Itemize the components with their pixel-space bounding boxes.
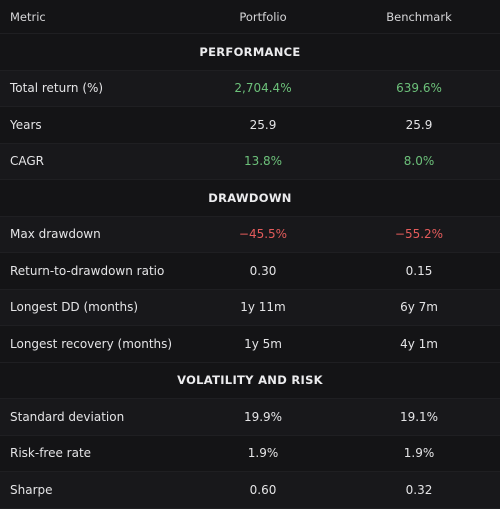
benchmark-value: 6y 7m <box>400 300 438 315</box>
row-label: Max drawdown <box>10 227 101 242</box>
portfolio-value: 13.8% <box>243 154 283 169</box>
section-title: VOLATILITY AND RISK <box>0 363 500 399</box>
benchmark-value: 8.0% <box>403 154 435 169</box>
table-row: Return-to-drawdown ratio 0.30 0.15 <box>0 253 500 290</box>
row-label: Total return (%) <box>10 81 104 96</box>
table-row: Sharpe 0.60 0.32 <box>0 472 500 509</box>
portfolio-value: 25.9 <box>249 117 277 132</box>
header-portfolio: Portfolio <box>239 9 287 24</box>
table-header: Metric Portfolio Benchmark <box>0 0 500 34</box>
row-label: CAGR <box>10 154 45 169</box>
table-row: Total return (%) 2,704.4% 639.6% <box>0 70 500 107</box>
table-row: Years 25.9 25.9 <box>0 107 500 144</box>
portfolio-value: −45.5% <box>238 227 288 242</box>
portfolio-value: 1.9% <box>247 446 279 461</box>
header-metric: Metric <box>10 9 46 24</box>
row-label: Years <box>10 117 42 132</box>
benchmark-value: −55.2% <box>394 227 444 242</box>
section-title: PERFORMANCE <box>0 34 500 71</box>
row-label: Risk-free rate <box>10 446 92 461</box>
table-row: Risk-free rate 1.9% 1.9% <box>0 436 500 472</box>
header-benchmark: Benchmark <box>386 9 452 24</box>
table-row: CAGR 13.8% 8.0% <box>0 143 500 180</box>
row-label: Return-to-drawdown ratio <box>10 263 165 278</box>
row-label: Sharpe <box>10 482 53 497</box>
benchmark-value: 1.9% <box>403 446 435 461</box>
portfolio-value: 0.60 <box>249 482 277 497</box>
section-title: DRAWDOWN <box>0 180 500 217</box>
row-label: Longest recovery (months) <box>10 336 173 351</box>
row-label: Standard deviation <box>10 409 125 424</box>
table-row: Max drawdown −45.5% −55.2% <box>0 216 500 253</box>
table-row: Standard deviation 19.9% 19.1% <box>0 399 500 436</box>
table-row: Longest DD (months) 1y 11m 6y 7m <box>0 289 500 326</box>
portfolio-value: 19.9% <box>243 409 283 424</box>
table-row: Longest recovery (months) 1y 5m 4y 1m <box>0 326 500 363</box>
benchmark-value: 0.15 <box>405 263 433 278</box>
benchmark-value: 639.6% <box>396 81 442 96</box>
row-label: Longest DD (months) <box>10 300 139 315</box>
portfolio-value: 0.30 <box>249 263 277 278</box>
benchmark-value: 4y 1m <box>400 336 438 351</box>
benchmark-value: 0.32 <box>405 482 433 497</box>
portfolio-value: 1y 11m <box>240 300 286 315</box>
benchmark-value: 19.1% <box>399 409 439 424</box>
portfolio-value: 2,704.4% <box>234 81 292 96</box>
portfolio-value: 1y 5m <box>244 336 282 351</box>
benchmark-value: 25.9 <box>405 117 433 132</box>
